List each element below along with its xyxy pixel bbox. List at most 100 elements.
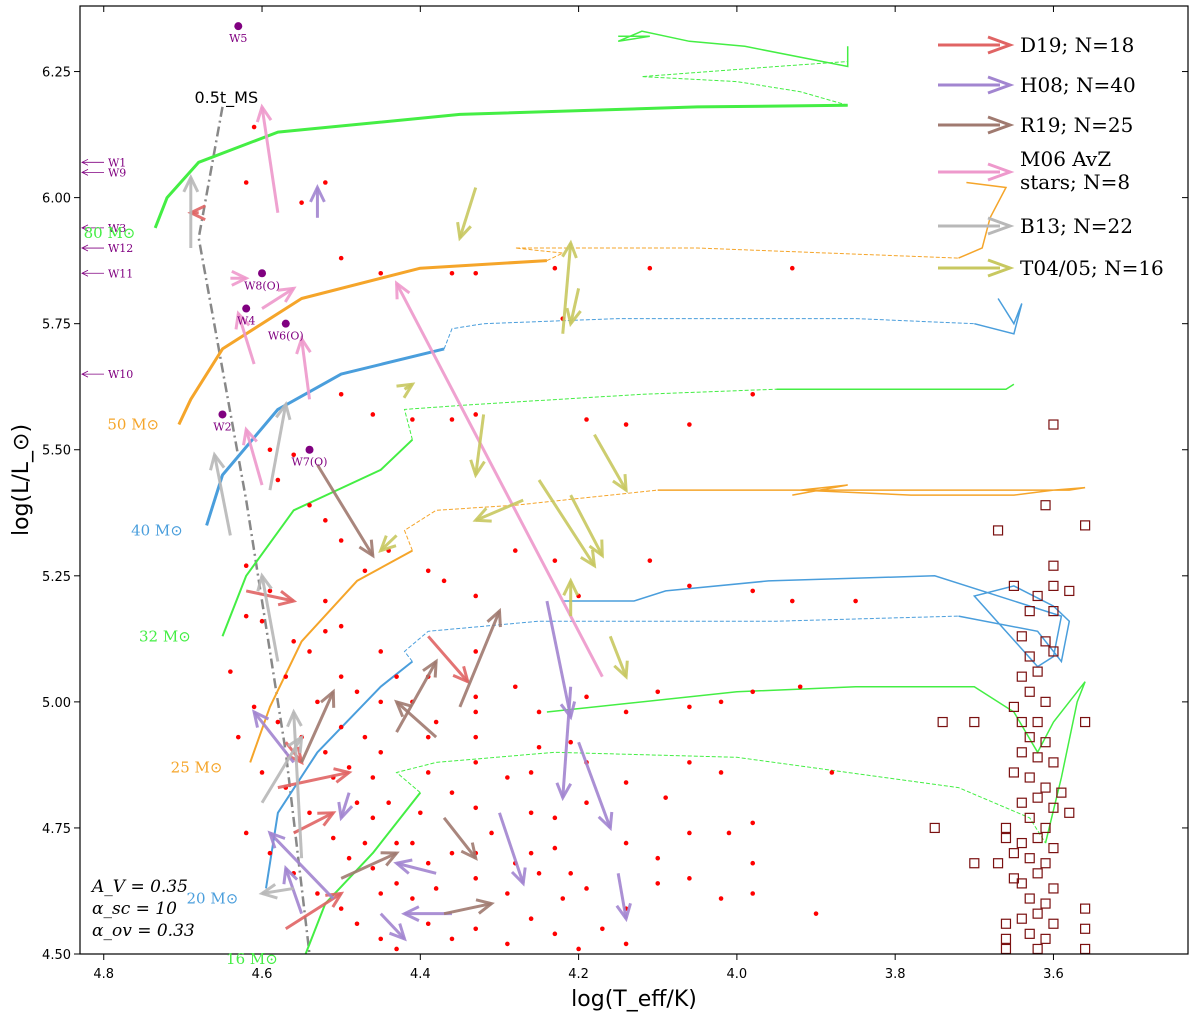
data-point-106 <box>338 906 344 911</box>
data-point-81 <box>235 734 241 740</box>
wr-star-label-0: W5 <box>229 32 247 45</box>
arrow-head-R19-25 <box>320 688 336 708</box>
legend-label-D19: D19; N=18 <box>1020 33 1134 57</box>
arrow-shaft-M06-31 <box>300 338 312 400</box>
data-point-154 <box>370 815 376 821</box>
arrow-shaft-D19-6 <box>245 589 294 603</box>
arrow-head-B13-35 <box>182 173 200 193</box>
arrow-head-T0405-44 <box>565 307 582 328</box>
y-tick-label-0: 4.50 <box>42 948 71 963</box>
legend: D19; N=18 H08; N=40 R19; N=25 M06 AvZstars;… <box>938 33 1164 280</box>
data-point-155 <box>410 840 415 846</box>
wr-offscale-head-2 <box>81 224 89 232</box>
arrow-shaft-R19-26 <box>395 660 438 733</box>
data-point-137 <box>473 649 479 654</box>
track-solid-4 <box>249 549 413 763</box>
arrow-shaft-H08-12 <box>616 873 628 919</box>
x-tick-label-2: 4.4 <box>410 967 431 982</box>
wr-offscale-label-5: W10 <box>108 368 133 381</box>
rsg-square-48 <box>1048 918 1059 929</box>
data-point-91 <box>473 876 479 881</box>
rsg-square-36 <box>1032 832 1043 844</box>
wr-star-4 <box>218 410 227 419</box>
data-point-31 <box>473 593 479 599</box>
arrow-shaft-R19-24 <box>340 851 398 880</box>
rsg-square-68 <box>1064 807 1075 818</box>
data-point-118 <box>623 941 629 947</box>
data-point-107 <box>354 921 360 927</box>
legend-arrowhead-D19 <box>987 35 1015 55</box>
data-point-47 <box>394 674 399 679</box>
data-point-39 <box>853 598 858 604</box>
arrow-head-M06-28 <box>255 103 273 123</box>
note-line-0: A_V = 0.35 <box>90 877 188 897</box>
data-point-127 <box>378 649 384 654</box>
data-point-30 <box>441 578 447 584</box>
arrow-head-T0405-43 <box>561 239 578 259</box>
track-label-3: 32 M⊙ <box>139 627 191 645</box>
rsg-square-3 <box>1080 520 1091 531</box>
data-point-128 <box>394 840 399 846</box>
data-point-44 <box>338 674 344 679</box>
data-point-9 <box>647 265 653 271</box>
arrow-shaft-M06-28 <box>260 106 280 213</box>
wr-star-0 <box>234 22 243 31</box>
track-solid-1 <box>177 259 547 426</box>
rsg-square-52 <box>937 716 948 728</box>
arrow-head-H08-11 <box>510 867 527 887</box>
track-thin-4 <box>657 484 1086 496</box>
red-points-group <box>228 124 858 952</box>
y-tick-label-5: 5.75 <box>42 318 71 333</box>
rsg-square-40 <box>1040 858 1051 869</box>
data-point-32 <box>512 548 518 553</box>
track-dashed-3 <box>403 388 777 440</box>
arrow-shaft-T0405-45 <box>593 433 628 491</box>
data-point-19 <box>687 422 692 427</box>
track-thin-3 <box>776 383 1015 390</box>
data-point-4 <box>338 255 344 261</box>
data-point-8 <box>552 265 558 271</box>
data-point-130 <box>425 770 431 775</box>
plot-area: 0.5t_MS W5 W8(O) W4 W6(O) W2 W7(O) <box>153 22 1091 954</box>
rsg-square-29 <box>1024 772 1035 783</box>
data-point-134 <box>473 760 479 765</box>
arrow-head-H08-7 <box>309 184 326 203</box>
data-point-36 <box>687 583 692 589</box>
arrow-shaft-T0405-47 <box>475 498 524 522</box>
legend-label-T0405: T04/05; N=16 <box>1020 256 1164 280</box>
data-point-98 <box>687 876 692 881</box>
rsg-square-50 <box>1040 933 1051 944</box>
wr-star-1 <box>258 269 267 278</box>
data-point-12 <box>338 391 344 397</box>
data-point-27 <box>362 568 368 574</box>
arrow-head-H08-18 <box>251 709 270 728</box>
rsg-square-19 <box>1008 701 1019 713</box>
arrow-head-T0405-51 <box>613 660 629 680</box>
rsg-square-63 <box>1000 918 1012 929</box>
arrow-shaft-D19-2 <box>277 771 350 790</box>
isochrone-label: 0.5t_MS <box>194 88 258 108</box>
data-point-135 <box>473 734 479 740</box>
arrow-head-B13-38 <box>287 734 304 754</box>
data-point-2 <box>323 180 328 185</box>
data-point-65 <box>346 765 352 770</box>
arrow-shaft-B13-39 <box>260 575 280 662</box>
arrow-head-R19-24 <box>380 851 400 867</box>
arrow-shaft-M06-29 <box>395 282 604 678</box>
arrow-shaft-T0405-52 <box>379 534 398 552</box>
track-label-4: 25 M⊙ <box>171 758 223 776</box>
data-point-89 <box>410 896 415 901</box>
arrow-head-R19-26 <box>422 658 438 678</box>
x-axis-label: log(T_eff/K) <box>571 987 697 1012</box>
rsg-square-11 <box>1016 631 1027 642</box>
isochrone-group: 0.5t_MS <box>194 88 311 954</box>
arrow-head-H08-8 <box>559 701 577 721</box>
data-point-24 <box>307 502 312 508</box>
data-point-76 <box>663 795 668 800</box>
data-point-114 <box>528 916 534 922</box>
wr-star-3 <box>281 319 290 328</box>
arrow-head-H08-10 <box>597 811 614 832</box>
data-point-67 <box>386 800 391 806</box>
track-thin-6 <box>546 681 1086 844</box>
arrow-head-H08-13 <box>267 830 286 849</box>
